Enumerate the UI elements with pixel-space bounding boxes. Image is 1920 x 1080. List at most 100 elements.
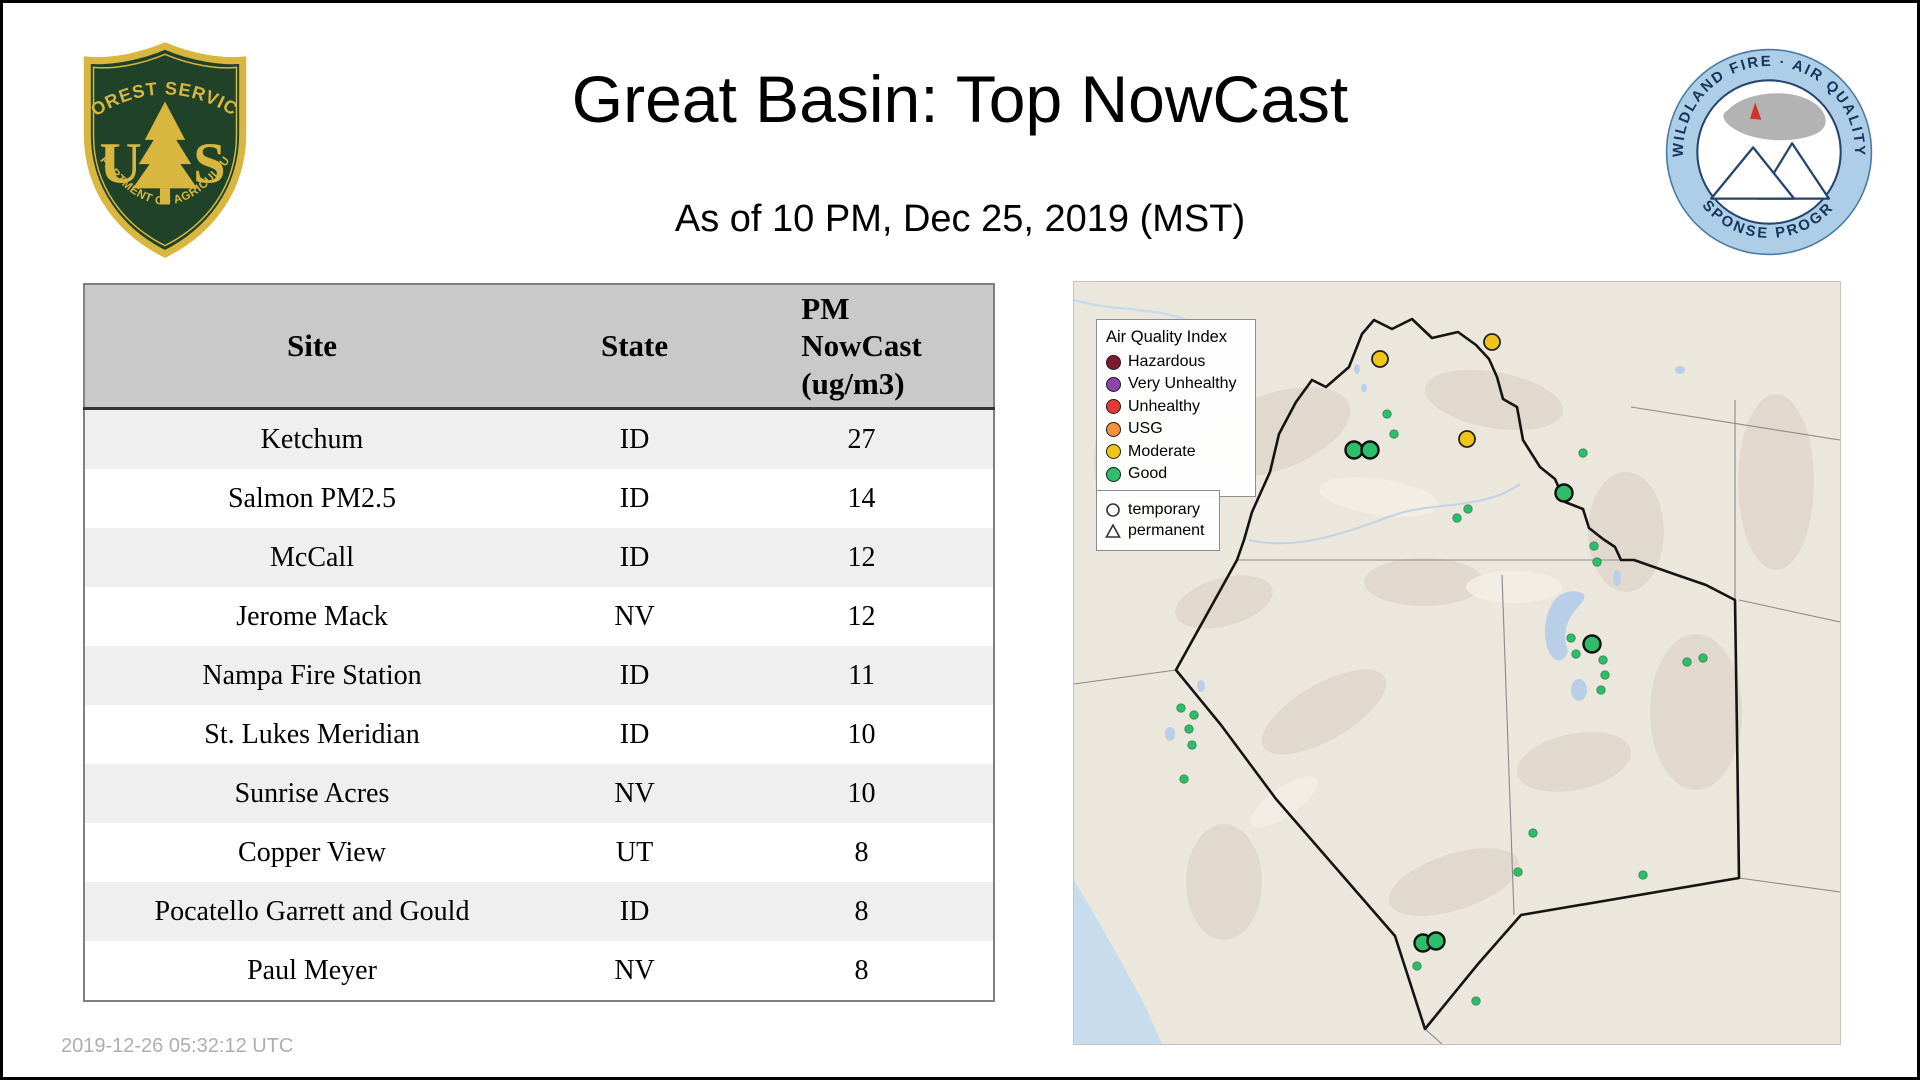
aqi-legend-item: Good: [1106, 465, 1246, 483]
mountains-icon: [1709, 142, 1831, 200]
valley-shading: [1250, 477, 1562, 828]
station-marker-good-small: [1566, 633, 1576, 643]
station-marker-good-large: [1360, 440, 1380, 460]
station-marker-good-small: [1600, 670, 1610, 680]
site-cell: Jerome Mack: [236, 600, 388, 632]
usfs-logo: FOREST SERVICE U S DEPARTMENT OF AGRICUL…: [73, 41, 247, 258]
table-row: Pocatello Garrett and Gould ID 8: [84, 882, 994, 941]
station-marker-good-small: [1382, 409, 1392, 419]
site-cell: Copper View: [238, 836, 386, 868]
station-marker-good-small: [1184, 724, 1194, 734]
aqi-item-label: Unhealthy: [1128, 397, 1201, 415]
page-subtitle: As of 10 PM, Dec 25, 2019 (MST): [674, 198, 1246, 240]
aqi-item-label: Good: [1128, 464, 1168, 482]
usfs-letter-u: U: [99, 130, 141, 195]
station-marker-good-small: [1187, 740, 1197, 750]
site-cell: Pocatello Garrett and Gould: [154, 895, 470, 927]
state-cell: ID: [619, 423, 650, 455]
station-marker-good-small: [1189, 710, 1199, 720]
nowcast-table: Site State PM NowCast (ug/m3) Ketchum ID 27 Sal…: [83, 283, 995, 1002]
state-cell: ID: [619, 659, 650, 691]
station-marker-good-small: [1389, 429, 1399, 439]
aqi-color-dot: [1106, 354, 1121, 370]
aqi-legend-item: Very Unhealthy: [1106, 375, 1246, 393]
page-title: Great Basin: Top NowCast: [571, 62, 1349, 136]
value-cell: 8: [854, 895, 869, 927]
generated-timestamp: 2019-12-26 05:32:12 UTC: [61, 1035, 294, 1057]
table-row: Copper View UT 8: [84, 823, 994, 882]
fire-flame-icon: [1750, 102, 1762, 120]
table-row: Salmon PM2.5 ID 14: [84, 469, 994, 528]
table-row: McCall ID 12: [84, 528, 994, 587]
station-marker-good-small: [1571, 649, 1581, 659]
station-markers: [1176, 333, 1708, 1006]
nowcast-table-container: Site State PM NowCast (ug/m3) Ketchum ID 27 Sal…: [83, 283, 995, 1002]
station-marker-good-small: [1682, 657, 1692, 667]
aqi-item-label: USG: [1128, 420, 1163, 438]
station-marker-moderate: [1371, 350, 1389, 368]
value-cell: 12: [847, 541, 876, 573]
station-marker-good-large: [1426, 931, 1446, 951]
station-marker-moderate: [1483, 333, 1501, 351]
aqi-item-label: Moderate: [1128, 442, 1196, 460]
aqi-legend-item: USG: [1106, 420, 1246, 438]
aqi-legend-item: Moderate: [1106, 443, 1246, 461]
station-marker-good-small: [1452, 513, 1462, 523]
lakes: [1165, 364, 1685, 741]
station-marker-good-small: [1598, 655, 1608, 665]
station-marker-good-small: [1528, 828, 1538, 838]
station-marker-good-small: [1578, 448, 1588, 458]
station-marker-good-large: [1344, 440, 1364, 460]
table-row: Ketchum ID 27: [84, 408, 994, 469]
state-cell: ID: [619, 895, 650, 927]
site-cell: McCall: [270, 541, 354, 573]
aqi-legend-title: Air Quality Index: [1106, 328, 1228, 346]
column-header-2: PM NowCast (ug/m3): [730, 284, 994, 410]
aqi-item-label: Very Unhealthy: [1128, 375, 1237, 393]
table-row: St. Lukes Meridian ID 10: [84, 705, 994, 764]
station-marker-good-small: [1596, 685, 1606, 695]
usfs-letter-s: S: [193, 130, 226, 195]
state-cell: UT: [615, 836, 654, 868]
site-cell: Ketchum: [260, 423, 364, 455]
station-marker-good-small: [1513, 867, 1523, 877]
station-marker-good-small: [1463, 504, 1473, 514]
state-cell: ID: [619, 482, 650, 514]
value-cell: 12: [847, 600, 876, 632]
value-cell: 10: [847, 718, 876, 750]
station-marker-good-small: [1179, 774, 1189, 784]
value-cell: 10: [847, 777, 876, 809]
column-header-1: State: [539, 284, 731, 410]
great-basin-boundary: [1174, 317, 1741, 1031]
aqi-color-dot: [1106, 399, 1121, 415]
state-cell: NV: [614, 600, 655, 632]
aqi-color-dot: [1106, 377, 1121, 393]
site-cell: St. Lukes Meridian: [204, 718, 420, 750]
site-cell: Salmon PM2.5: [227, 482, 397, 514]
state-cell: NV: [614, 954, 655, 986]
station-marker-good-large: [1554, 483, 1574, 503]
aqi-legend-item: Hazardous: [1106, 353, 1246, 371]
column-header-0: Site: [84, 284, 539, 410]
station-marker-good-small: [1698, 653, 1708, 663]
smoke-region-shape: [1723, 93, 1826, 141]
pine-tree-icon: [132, 101, 198, 205]
aqi-color-dot: [1106, 421, 1121, 437]
marker-type-legend: temporary permanent: [1096, 490, 1220, 551]
state-cell: NV: [614, 777, 655, 809]
temporary-label: temporary: [1128, 501, 1201, 518]
snake-river: [1248, 483, 1521, 545]
table-header-row: Site State PM NowCast (ug/m3): [84, 284, 994, 410]
station-marker-good-small: [1412, 961, 1422, 971]
state-borders: [1074, 400, 1840, 1044]
value-cell: 11: [848, 659, 876, 691]
permanent-legend-row: permanent: [1105, 522, 1211, 540]
station-marker-good-small: [1176, 703, 1186, 713]
station-marker-good-small: [1638, 870, 1648, 880]
pacific-ocean: [1074, 880, 1162, 1044]
table-row: Jerome Mack NV 12: [84, 587, 994, 646]
station-marker-good-small: [1471, 996, 1481, 1006]
aqi-legend: Air Quality Index Hazardous Very Unhealth…: [1096, 319, 1256, 498]
temporary-legend-row: temporary: [1105, 501, 1211, 519]
site-cell: Sunrise Acres: [234, 777, 390, 809]
